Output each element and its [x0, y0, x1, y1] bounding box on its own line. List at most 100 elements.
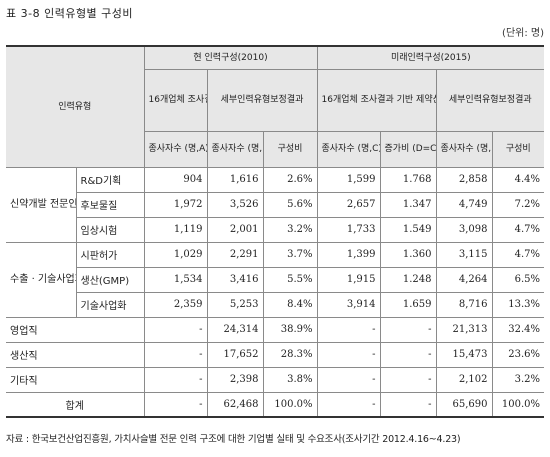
unit-label: (단위: 명) [502, 28, 544, 39]
cell-ratio-current: 28.3% [262, 341, 318, 368]
cell-ratio-current: 8.4% [262, 291, 318, 318]
cell-a: 2,359 [143, 291, 208, 318]
header-emp-b: 종사자수 (명,B) [206, 130, 264, 168]
table-row: 후보물질 1,972 3,526 5.6% 2,657 1.347 4,749 … [6, 191, 545, 218]
cell-a: 1,972 [143, 191, 208, 218]
row-label: 생산직 [6, 341, 145, 368]
cell-b: 2,001 [206, 216, 264, 243]
header-growth: 증가비 (D=C/A) [379, 130, 437, 168]
cell-b: 1,616 [206, 166, 264, 193]
header-emp-a: 종사자수 (명,A) [144, 130, 208, 168]
cell-d: 1.248 [379, 266, 437, 293]
cell-ratio-future: 4.7% [491, 241, 545, 268]
cell-e: 15,473 [435, 341, 493, 368]
row-label: R&D기획 [75, 166, 145, 193]
cell-d: - [379, 366, 437, 393]
cell-c: 3,914 [316, 291, 381, 318]
cell-e: 65,690 [435, 391, 493, 418]
cell-b: 62,468 [206, 391, 264, 418]
cell-b: 24,314 [206, 316, 264, 343]
cell-ratio-current: 5.5% [262, 266, 318, 293]
cell-c: - [316, 316, 381, 343]
cell-d: - [379, 316, 437, 343]
cell-ratio-current: 3.8% [262, 366, 318, 393]
cell-ratio-future: 23.6% [491, 341, 545, 368]
cell-b: 3,416 [206, 266, 264, 293]
cell-b: 17,652 [206, 341, 264, 368]
cell-ratio-current: 2.6% [262, 166, 318, 193]
row-label: 기술사업화 [76, 291, 145, 318]
cell-e: 4,264 [435, 266, 493, 293]
cell-ratio-future: 6.5% [491, 266, 545, 293]
cell-b: 3,526 [206, 191, 264, 218]
table-caption: 표 3-8 인력유형별 구성비 [6, 7, 134, 20]
cell-c: - [316, 391, 381, 418]
table-row: 기타직 - 2,398 3.8% - - 2,102 3.2% [6, 366, 545, 393]
cell-a: - [143, 341, 208, 368]
cell-d: 1.768 [379, 166, 437, 193]
table-row: 기술사업화 2,359 5,253 8.4% 3,914 1.659 8,716… [6, 291, 545, 318]
cell-a: - [143, 366, 208, 393]
cell-d: 1.549 [379, 216, 437, 243]
row-label: 기타직 [6, 366, 145, 393]
header-survey-future: 16개업체 조사결과 기반 제약산업 전체확장 [316, 68, 437, 132]
header-future-group: 미래인력구성(2015) [316, 45, 545, 70]
cell-ratio-current: 5.6% [262, 191, 318, 218]
cell-e: 3,115 [435, 241, 493, 268]
cell-ratio-current: 3.2% [262, 216, 318, 243]
cell-ratio-future: 32.4% [491, 316, 545, 343]
header-current-group: 현 인력구성(2010) [143, 45, 318, 70]
cell-a: 1,119 [143, 216, 208, 243]
cell-c: 1,733 [316, 216, 381, 243]
cell-ratio-future: 4.4% [491, 166, 545, 193]
cell-ratio-future: 3.2% [491, 366, 545, 393]
cell-ratio-future: 7.2% [491, 191, 545, 218]
cell-e: 2,858 [435, 166, 493, 193]
cell-e: 3,098 [435, 216, 493, 243]
header-type: 인력유형 [6, 45, 145, 168]
table-row: 임상시험 1,119 2,001 3.2% 1,733 1.549 3,098 … [6, 216, 545, 243]
header-ratio-current: 구성비 [262, 130, 318, 168]
cell-e: 2,102 [435, 366, 493, 393]
header-correction-current: 세부인력유형보정결과 [206, 68, 318, 132]
cell-a: 1,534 [143, 266, 208, 293]
cell-d: 1.347 [379, 191, 437, 218]
row-label: 시판허가 [75, 241, 145, 268]
header-survey-current: 16개업체 조사결과 기반 제약산업 전체확장 [144, 68, 208, 132]
row-label: 합계 [6, 391, 145, 418]
cell-c: 1,915 [316, 266, 381, 293]
cell-ratio-current: 38.9% [262, 316, 318, 343]
cell-ratio-future: 100.0% [491, 391, 545, 418]
table-row: 영업직 - 24,314 38.9% - - 21,313 32.4% [6, 316, 545, 343]
cell-b: 5,253 [206, 291, 264, 318]
cell-ratio-future: 4.7% [491, 216, 545, 243]
cell-c: 1,599 [316, 166, 381, 193]
row-label: 임상시험 [76, 216, 145, 243]
cell-a: 904 [143, 166, 208, 193]
cell-e: 4,749 [435, 191, 493, 218]
cell-d: - [379, 341, 437, 368]
header-ratio-future: 구성비 [491, 130, 545, 168]
table-row-total: 합계 - 62,468 100.0% - - 65,690 100.0% [6, 391, 545, 418]
workforce-table: 인력유형 현 인력구성(2010) 미래인력구성(2015) 16개업체 조사결… [6, 45, 545, 418]
table-row: 생산(GMP) 1,534 3,416 5.5% 1,915 1.248 4,2… [6, 266, 545, 293]
cell-a: - [143, 391, 208, 418]
cell-a: 1,029 [143, 241, 208, 268]
cell-d: 1.360 [379, 241, 437, 268]
cell-c: 1,399 [316, 241, 381, 268]
table-row: 생산직 - 17,652 28.3% - - 15,473 23.6% [6, 341, 545, 368]
cell-c: 2,657 [316, 191, 381, 218]
row-label: 영업직 [6, 316, 145, 343]
header-emp-e: 종사자수 (명,E=D×B) [435, 130, 493, 168]
cell-d: 1.659 [379, 291, 437, 318]
cell-ratio-current: 3.7% [262, 241, 318, 268]
row-label: 생산(GMP) [76, 266, 145, 293]
cell-d: - [379, 391, 437, 418]
cell-b: 2,291 [206, 241, 264, 268]
cell-c: - [316, 341, 381, 368]
cell-a: - [143, 316, 208, 343]
header-emp-c: 종사자수 (명,C) [316, 130, 381, 168]
